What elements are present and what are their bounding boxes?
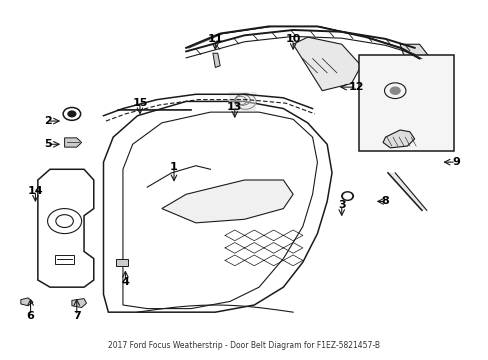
Polygon shape <box>64 138 81 147</box>
Circle shape <box>68 111 76 117</box>
Polygon shape <box>292 37 361 91</box>
Circle shape <box>343 193 351 199</box>
Text: 9: 9 <box>451 157 459 167</box>
Text: 2: 2 <box>43 116 51 126</box>
Text: 14: 14 <box>27 186 43 196</box>
Text: 2017 Ford Focus Weatherstrip - Door Belt Diagram for F1EZ-5821457-B: 2017 Ford Focus Weatherstrip - Door Belt… <box>108 341 380 350</box>
Text: 6: 6 <box>26 311 35 321</box>
Text: 13: 13 <box>226 102 242 112</box>
Polygon shape <box>72 298 86 307</box>
Text: 1: 1 <box>170 162 178 172</box>
Bar <box>116 258 128 266</box>
Text: 3: 3 <box>337 200 345 210</box>
Circle shape <box>341 192 353 201</box>
Polygon shape <box>399 44 428 69</box>
Bar <box>358 55 453 152</box>
Text: 10: 10 <box>285 34 300 44</box>
Text: 4: 4 <box>121 277 129 287</box>
Polygon shape <box>382 130 414 148</box>
Polygon shape <box>21 298 33 306</box>
Bar <box>55 255 74 264</box>
PathPatch shape <box>162 180 292 223</box>
Text: 5: 5 <box>44 139 51 149</box>
Text: 8: 8 <box>381 197 388 206</box>
Text: 12: 12 <box>348 82 364 92</box>
Text: 7: 7 <box>73 311 81 321</box>
Circle shape <box>389 87 399 94</box>
Text: 11: 11 <box>207 34 223 44</box>
Text: 15: 15 <box>132 98 147 108</box>
Polygon shape <box>212 53 220 67</box>
